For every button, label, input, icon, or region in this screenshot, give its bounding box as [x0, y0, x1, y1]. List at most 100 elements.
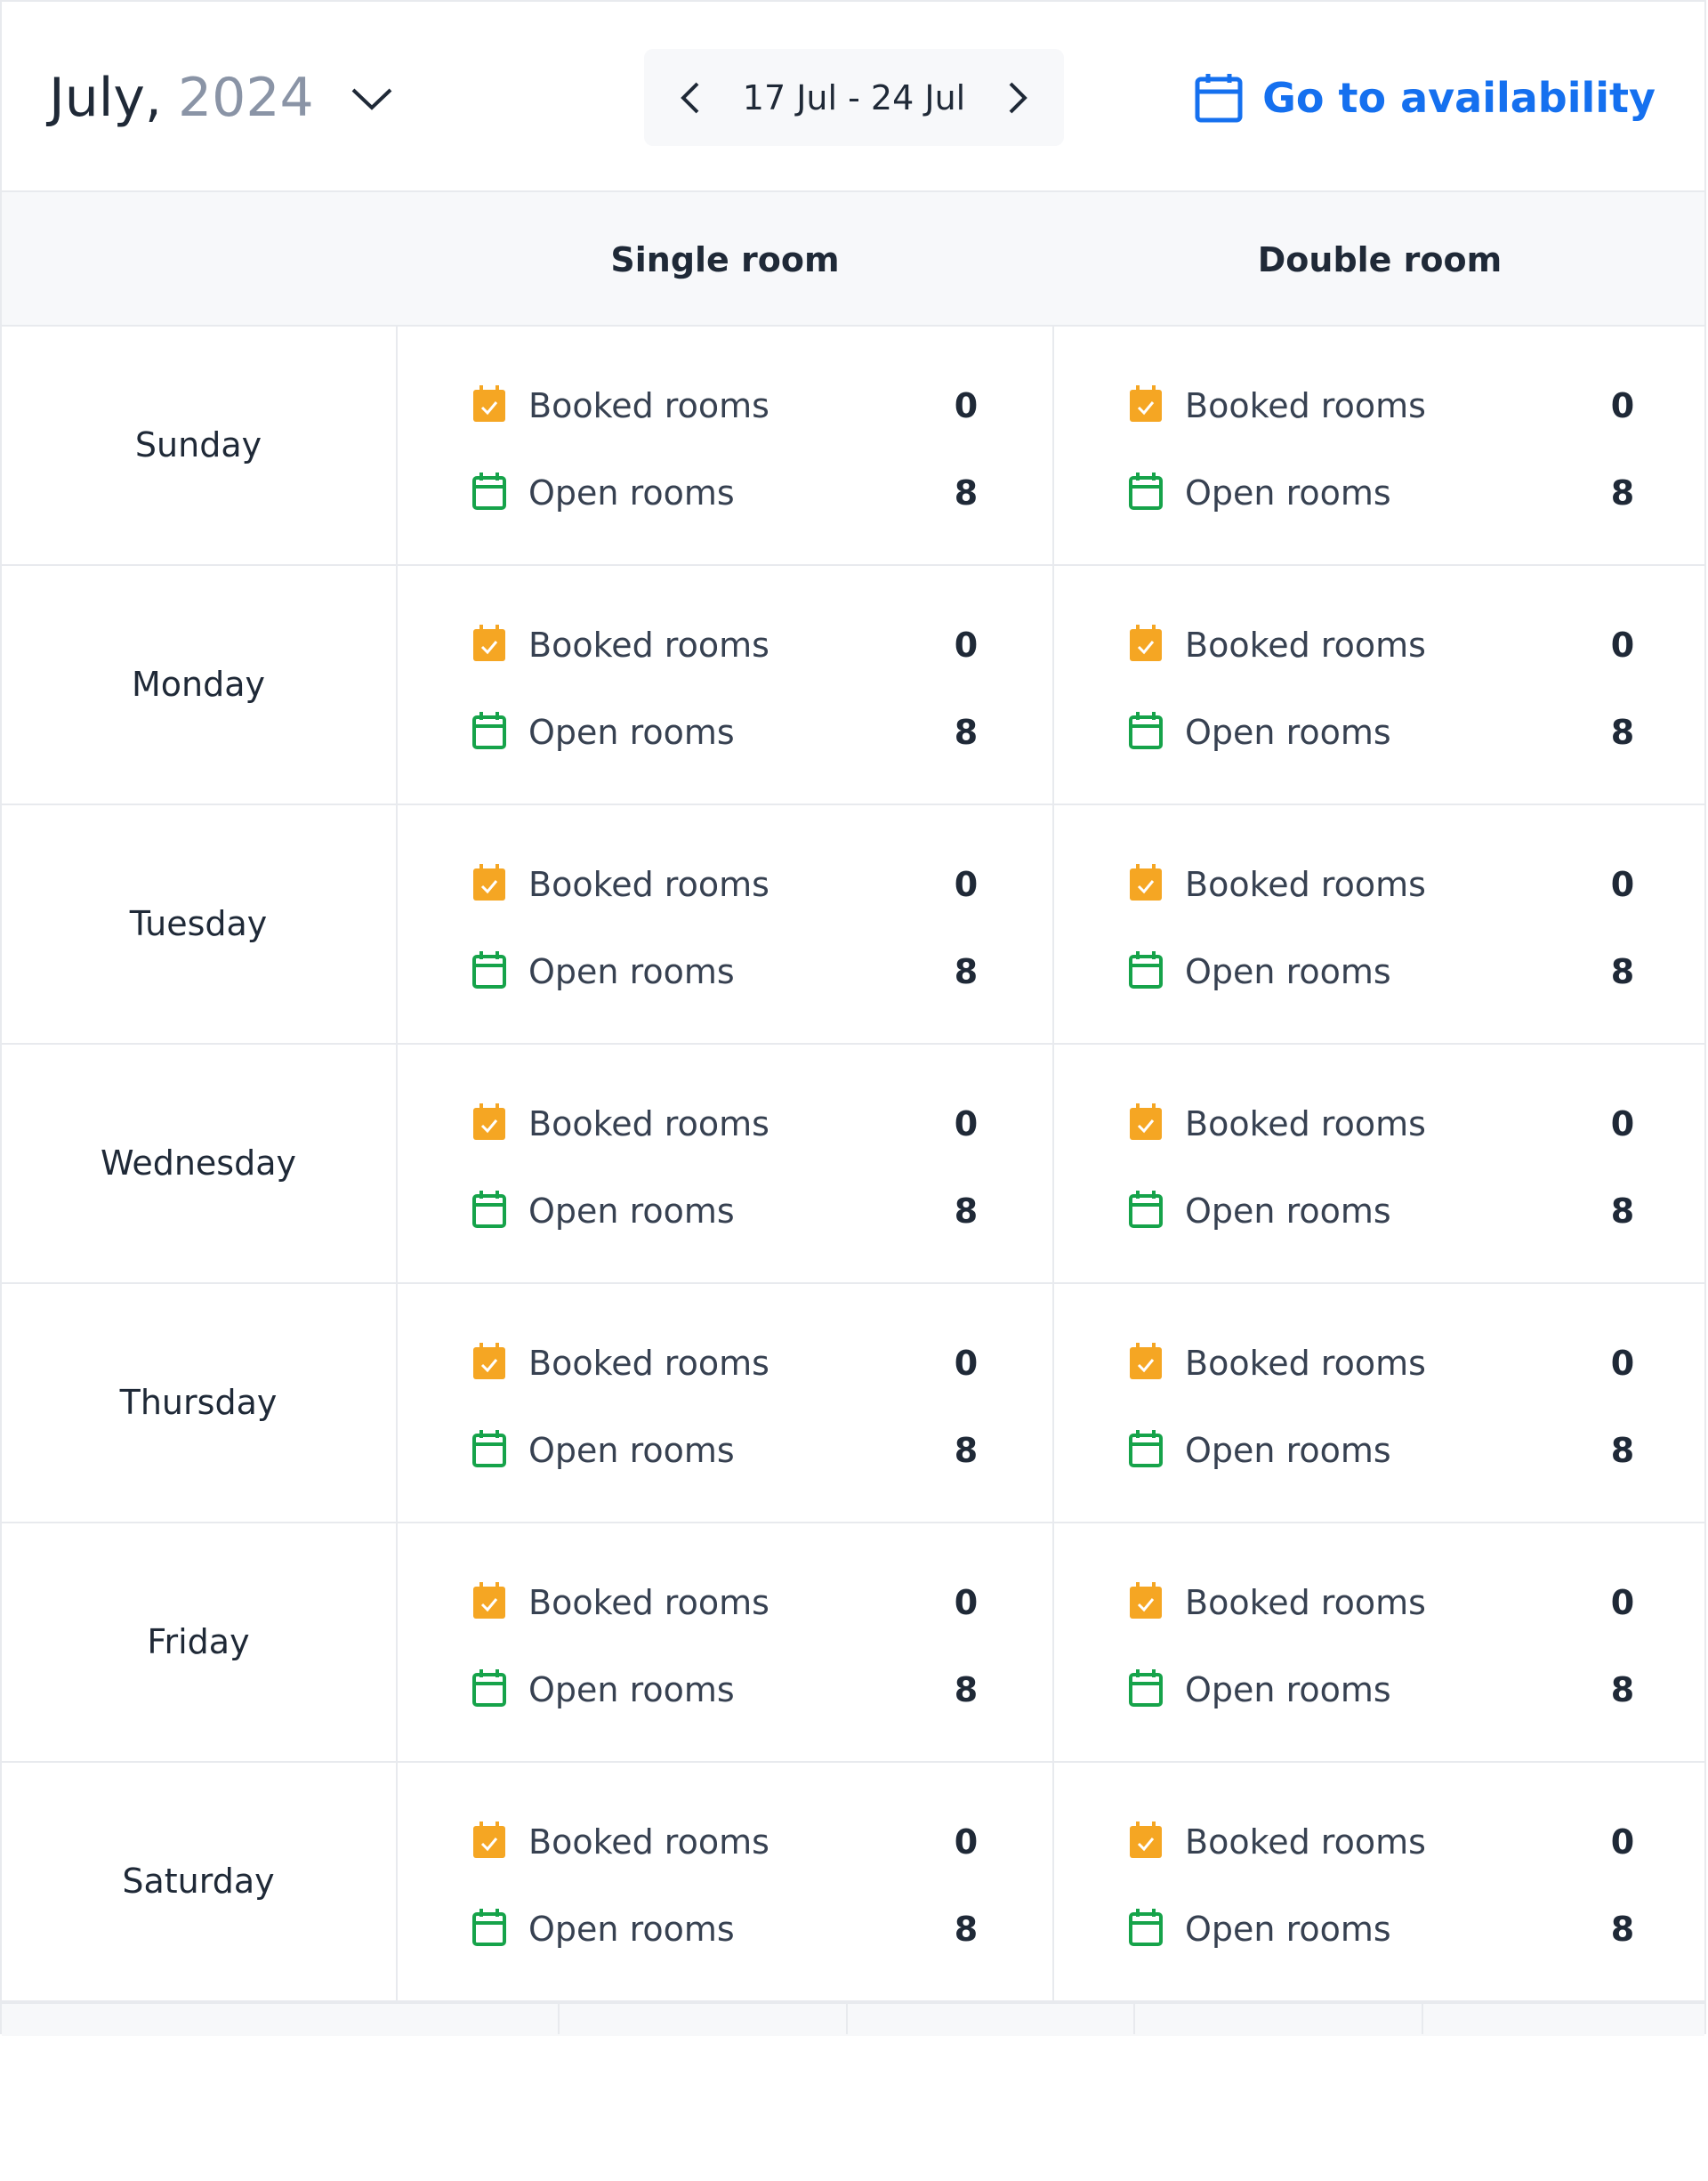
- status-icon: [1128, 711, 1164, 754]
- status-label: Open rooms: [1185, 1910, 1391, 1949]
- status-icon: [1128, 1190, 1164, 1232]
- calendar-icon: [472, 1669, 506, 1707]
- calendar-icon: [472, 712, 506, 749]
- cell-divider: [1052, 327, 1054, 564]
- status-label: Booked rooms: [1185, 1583, 1426, 1622]
- cell-divider: [1052, 566, 1054, 804]
- status-label: Booked rooms: [528, 1104, 769, 1143]
- status-label: Open rooms: [1185, 1431, 1391, 1470]
- status-label: Open rooms: [528, 713, 735, 752]
- count: 8: [954, 1191, 979, 1231]
- status-icon: [1128, 1821, 1164, 1863]
- calendar-icon: [1129, 473, 1163, 510]
- count: 0: [954, 1344, 979, 1383]
- status-icon: [471, 472, 507, 514]
- day: Tuesday: [129, 904, 268, 943]
- status-icon: [471, 384, 507, 427]
- action: Go to availability: [1262, 74, 1656, 122]
- status-label: Open rooms: [528, 473, 735, 513]
- cell-divider: [396, 1045, 398, 1282]
- count: 8: [954, 1910, 979, 1949]
- status-icon: [471, 1821, 507, 1863]
- count: 8: [1610, 1431, 1635, 1470]
- status-label: Booked rooms: [1185, 865, 1426, 904]
- calendar-icon: [473, 1103, 505, 1140]
- count: 8: [1610, 1670, 1635, 1709]
- column-title: Single room: [610, 240, 840, 279]
- count: 0: [1610, 1583, 1635, 1622]
- row-line: [0, 564, 1706, 566]
- calendar-icon: [473, 864, 505, 901]
- count: 8: [1610, 1910, 1635, 1949]
- availability-link[interactable]: Go to availability: [1195, 69, 1656, 126]
- count: 0: [1610, 1344, 1635, 1383]
- cell-divider: [396, 805, 398, 1043]
- count: 8: [954, 952, 979, 991]
- count: 0: [1610, 1104, 1635, 1143]
- row-line: [0, 2000, 1706, 2002]
- divider: [846, 2002, 848, 2034]
- year: 2024: [177, 67, 314, 129]
- count: 8: [954, 1431, 979, 1470]
- calendar-icon: [1130, 625, 1162, 661]
- count: 0: [954, 1822, 979, 1862]
- status-label: Open rooms: [528, 1910, 735, 1949]
- count: 0: [954, 1583, 979, 1622]
- status-label: Open rooms: [1185, 1670, 1391, 1709]
- count: 8: [954, 713, 979, 752]
- cell-divider: [1052, 1045, 1054, 1282]
- status-icon: [471, 1668, 507, 1711]
- status-icon: [471, 624, 507, 666]
- row-line: [0, 1522, 1706, 1523]
- count: 0: [954, 865, 979, 904]
- calendar-icon: [1130, 1822, 1162, 1858]
- calendar-icon: [473, 1582, 505, 1619]
- date-range: 17 Jul - 24 Jul: [644, 49, 1064, 146]
- cell-divider: [396, 566, 398, 804]
- calendar-icon: [1129, 1669, 1163, 1707]
- status-label: Open rooms: [528, 1191, 735, 1231]
- footer-strip: [2, 2002, 1704, 2036]
- status-icon: [1128, 1103, 1164, 1145]
- status-icon: [471, 950, 507, 993]
- day: Friday: [147, 1622, 250, 1661]
- day: Sunday: [134, 425, 262, 464]
- status-icon: [1128, 1342, 1164, 1385]
- calendar-icon: [472, 473, 506, 510]
- status-icon: [1128, 624, 1164, 666]
- count: 0: [1610, 386, 1635, 425]
- prev-button[interactable]: [680, 80, 701, 116]
- status-label: Booked rooms: [528, 1344, 769, 1383]
- status-icon: [471, 1342, 507, 1385]
- calendar-icon: [1129, 1191, 1163, 1228]
- status-label: Booked rooms: [1185, 626, 1426, 665]
- month-picker[interactable]: July, 2024: [49, 67, 394, 129]
- status-label: Booked rooms: [528, 1583, 769, 1622]
- next-button[interactable]: [1007, 80, 1028, 116]
- calendar-icon: [473, 385, 505, 422]
- count: 8: [1610, 1191, 1635, 1231]
- cell-divider: [396, 327, 398, 564]
- calendar-icon: [1130, 1343, 1162, 1379]
- status-icon: [1128, 472, 1164, 514]
- calendar-icon: [1130, 1103, 1162, 1140]
- calendar-icon: [472, 1191, 506, 1228]
- status-icon: [1128, 863, 1164, 906]
- cell-divider: [1052, 1523, 1054, 1761]
- count: 0: [954, 626, 979, 665]
- day: Thursday: [119, 1383, 278, 1422]
- status-icon: [1128, 1908, 1164, 1951]
- status-icon: [1128, 1581, 1164, 1624]
- status-icon: [471, 1103, 507, 1145]
- day: Saturday: [122, 1862, 275, 1901]
- count: 8: [1610, 473, 1635, 513]
- divider: [1422, 2002, 1423, 2034]
- cell-divider: [1052, 1284, 1054, 1522]
- status-label: Open rooms: [528, 1431, 735, 1470]
- count: 0: [954, 386, 979, 425]
- count: 8: [1610, 952, 1635, 991]
- calendar-icon: [473, 625, 505, 661]
- status-icon: [1128, 1668, 1164, 1711]
- calendar-icon: [473, 1822, 505, 1858]
